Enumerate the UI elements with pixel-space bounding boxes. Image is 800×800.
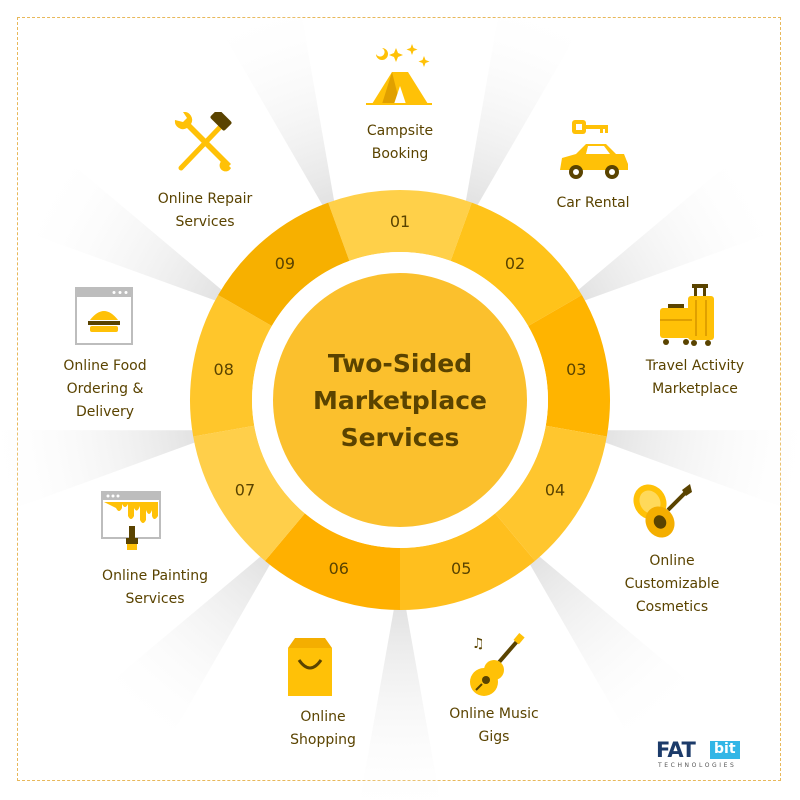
guitar-icon: ♫ (470, 633, 525, 696)
burger-browser-icon (75, 287, 133, 345)
segment-label-line: Services (175, 214, 235, 230)
shadow-ray (211, 0, 335, 210)
car-key-icon (560, 120, 628, 179)
segment-number: 04 (545, 481, 565, 500)
segment-number: 07 (235, 481, 255, 500)
segment-label-line: Online Painting (102, 568, 208, 584)
shadow-ray (574, 147, 793, 303)
segment-label-line: Services (125, 591, 185, 607)
paint-browser-icon (101, 491, 161, 550)
ring-segment-03 (528, 295, 611, 437)
ring-segment-06 (265, 513, 400, 610)
shadow-ray (465, 0, 589, 210)
logo-brand: FAT (656, 738, 696, 762)
segment-label-line: Online (300, 709, 346, 725)
segment-label-line: Online Repair (157, 191, 253, 207)
center-title-line: Two-Sided (328, 349, 472, 378)
luggage-icon (660, 284, 714, 346)
ring-segment-08 (189, 295, 272, 437)
segment-number: 09 (275, 254, 295, 273)
shadow-ray (0, 430, 200, 514)
segment-label-01: Campsite Booking (315, 120, 485, 166)
segment-label-line: Marketplace (652, 381, 738, 397)
ring-segment-02 (450, 202, 582, 326)
segment-label-line: Online Food (63, 358, 147, 374)
center-title-line: Services (341, 423, 460, 452)
ring-segment-09 (218, 202, 350, 326)
fatbit-logo: FAT bit TECHNOLOGIES (656, 738, 766, 772)
segment-label-08: Online Food Ordering & Delivery (20, 355, 190, 424)
hammer-wrench-icon (174, 112, 232, 172)
segment-label-line: Online Music (449, 706, 539, 722)
segment-label-07: Online Painting Services (70, 565, 240, 611)
segment-label-line: Delivery (75, 404, 135, 420)
shadow-ray (527, 553, 710, 757)
segment-number: 06 (329, 559, 349, 578)
segment-label-line: Customizable (624, 576, 720, 592)
segment-label-02: Car Rental (508, 192, 678, 215)
tent-icon (366, 44, 432, 105)
segment-label-line: Car Rental (556, 195, 630, 211)
logo-subtitle: TECHNOLOGIES (658, 762, 737, 769)
segment-label-04: Online Customizable Cosmetics (587, 550, 757, 619)
shadow-ray (359, 604, 441, 800)
segment-number: 02 (505, 254, 525, 273)
ring-segment-07 (193, 425, 305, 561)
segment-ring (189, 190, 611, 610)
segment-number: 05 (451, 559, 471, 578)
segment-label-05: Online Music Gigs (409, 703, 579, 749)
shadow-ray (90, 553, 273, 757)
segment-label-line: Online (649, 553, 695, 569)
segment-label-line: Ordering & (66, 381, 144, 397)
shadow-ray (600, 430, 800, 514)
segment-label-line: Gigs (478, 729, 510, 745)
center-title: Two-Sided Marketplace Services (313, 349, 487, 452)
segment-label-line: Cosmetics (635, 599, 709, 615)
segment-label-line: Booking (371, 146, 429, 162)
logo-brand-box: bit (710, 741, 740, 759)
svg-text:♫: ♫ (472, 636, 485, 652)
segment-label-06: Online Shopping (238, 706, 408, 752)
ring-segment-04 (495, 425, 607, 561)
ring-segment-01 (328, 190, 472, 261)
shadow-ray (7, 147, 226, 303)
shopping-bag-icon (288, 638, 332, 696)
ring-segment-05 (400, 513, 535, 610)
segment-label-line: Shopping (290, 732, 356, 748)
segment-label-03: Travel Activity Marketplace (610, 355, 780, 401)
segment-label-09: Online Repair Services (120, 188, 290, 234)
segment-number: 01 (390, 212, 410, 231)
segment-label-line: Travel Activity (645, 358, 745, 374)
segment-numbers: 01 02 03 04 05 06 07 08 09 (214, 212, 587, 578)
segment-number: 08 (214, 360, 234, 379)
segment-number: 03 (566, 360, 586, 379)
center-title-line: Marketplace (313, 386, 487, 415)
cosmetics-icon (633, 484, 692, 538)
center-circle (273, 273, 527, 527)
segment-label-line: Campsite (366, 123, 434, 139)
